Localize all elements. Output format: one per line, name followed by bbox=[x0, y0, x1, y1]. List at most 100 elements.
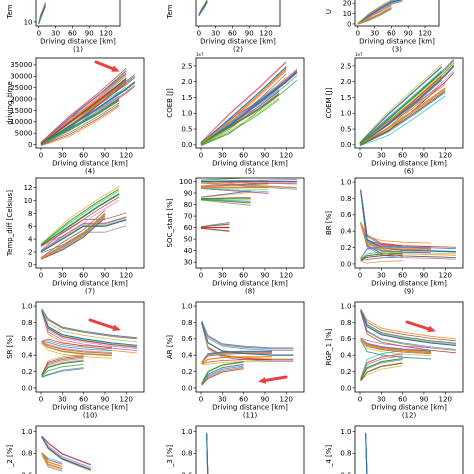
texture-line bbox=[200, 224, 230, 228]
y-tick-label: 30 bbox=[184, 259, 193, 267]
y-tick-label: 0.4 bbox=[21, 352, 33, 360]
x-tick-label: 0 bbox=[199, 272, 203, 280]
texture-line bbox=[360, 355, 403, 380]
annotation-arrowhead bbox=[112, 324, 121, 332]
texture-line bbox=[40, 106, 120, 147]
y-tick-label: 2.5 bbox=[340, 62, 351, 70]
axis-multiplier: 1e7 bbox=[196, 52, 204, 57]
x-tick-label: 0 bbox=[199, 152, 203, 160]
plot-area bbox=[40, 186, 127, 260]
panel-14: 1.0 0.8 0.6 _3 [%] bbox=[166, 425, 305, 474]
texture-line bbox=[41, 341, 113, 351]
x-tick-label: 90 bbox=[260, 272, 269, 280]
x-tick-label: 90 bbox=[245, 30, 254, 38]
y-tick-label: 10000 bbox=[10, 118, 32, 126]
annotation-arrowhead bbox=[427, 325, 436, 333]
series-line bbox=[206, 433, 209, 474]
panel-caption: (8) bbox=[245, 288, 255, 296]
x-tick-label: 0 bbox=[358, 396, 362, 404]
panel-caption: (11) bbox=[243, 412, 258, 420]
plot-area bbox=[38, 2, 47, 25]
x-tick-label: 60 bbox=[398, 152, 407, 160]
x-tick-label: 90 bbox=[419, 272, 428, 280]
texture-line bbox=[360, 350, 403, 379]
y-tick-label: 0.5 bbox=[340, 125, 351, 133]
panel-caption: (10) bbox=[83, 412, 98, 420]
texture-line bbox=[200, 199, 251, 206]
series-line bbox=[359, 71, 443, 145]
y-tick-label: 1.0 bbox=[181, 110, 192, 118]
plot-area bbox=[200, 178, 297, 232]
series-line bbox=[198, 0, 208, 16]
panel-caption: (4) bbox=[85, 168, 95, 176]
x-tick-label: 60 bbox=[239, 272, 248, 280]
x-tick-label: 30 bbox=[370, 30, 379, 38]
annotation-arrowhead bbox=[111, 65, 120, 72]
x-tick-label: 30 bbox=[211, 30, 220, 38]
x-tick-label: 60 bbox=[68, 30, 77, 38]
axes-frame bbox=[195, 57, 305, 149]
texture-line bbox=[40, 79, 127, 145]
texture-line bbox=[40, 86, 127, 146]
y-tick-label: 70 bbox=[184, 212, 193, 220]
x-tick-label: 0 bbox=[39, 152, 43, 160]
x-tick-label: 120 bbox=[259, 30, 272, 38]
y-tick-label: 2.0 bbox=[181, 78, 192, 86]
x-tick-label: 90 bbox=[100, 272, 109, 280]
plot-area bbox=[359, 58, 455, 147]
plot-area bbox=[41, 308, 137, 378]
texture-line bbox=[200, 85, 280, 143]
x-axis-label: Driving distance [km] bbox=[52, 280, 128, 288]
x-tick-label: 30 bbox=[218, 396, 227, 404]
axes-frame bbox=[195, 0, 281, 27]
texture-line bbox=[201, 361, 272, 365]
y-tick-label: 90 bbox=[184, 189, 193, 197]
texture-line bbox=[200, 62, 287, 143]
series-line bbox=[357, 0, 402, 25]
y-tick-label: 1.0 bbox=[340, 428, 351, 436]
plot-area bbox=[198, 0, 208, 17]
y-axis-label: Tem bbox=[6, 4, 14, 19]
plot-area bbox=[206, 432, 209, 474]
axes-frame bbox=[354, 57, 464, 149]
axes-frame bbox=[195, 425, 305, 474]
texture-line bbox=[40, 72, 127, 143]
y-axis-label: AR [%] bbox=[166, 335, 174, 359]
axes-frame bbox=[35, 425, 145, 474]
y-tick-label: 20000 bbox=[10, 95, 32, 103]
y-tick-label: 2.5 bbox=[181, 62, 192, 70]
y-tick-label: 0 bbox=[28, 261, 32, 269]
texture-line bbox=[200, 182, 297, 190]
x-tick-label: 120 bbox=[120, 152, 133, 160]
texture-line bbox=[360, 339, 432, 357]
texture-line bbox=[359, 79, 442, 146]
x-tick-label: 90 bbox=[419, 396, 428, 404]
texture-line bbox=[200, 190, 251, 198]
texture-line bbox=[41, 310, 137, 350]
axes-frame bbox=[195, 301, 305, 393]
y-tick-label: 0 bbox=[28, 141, 32, 149]
x-axis-label: Driving distance [km] bbox=[40, 38, 116, 46]
y-tick-label: 0.8 bbox=[340, 319, 351, 327]
y-tick-label: 0.4 bbox=[181, 352, 193, 360]
texture-line bbox=[40, 199, 120, 248]
texture-line bbox=[41, 309, 137, 343]
x-tick-label: 30 bbox=[51, 30, 60, 38]
series-line bbox=[41, 342, 113, 356]
texture-line bbox=[360, 260, 403, 264]
y-tick-label: 1.0 bbox=[21, 428, 32, 436]
x-axis-label: Driving distance [km] bbox=[200, 38, 276, 46]
y-axis-label: _3 [%] bbox=[166, 445, 174, 469]
series-line bbox=[41, 436, 91, 471]
texture-line bbox=[200, 222, 230, 227]
x-tick-label: 0 bbox=[199, 396, 203, 404]
y-tick-label: 100 bbox=[179, 178, 192, 186]
y-tick-label: 0.6 bbox=[340, 471, 352, 474]
texture-line bbox=[360, 221, 432, 244]
y-tick-label: 4 bbox=[28, 235, 33, 243]
y-tick-label: 0.8 bbox=[340, 195, 351, 203]
x-tick-label: 90 bbox=[100, 152, 109, 160]
x-axis-label: Driving distance [km] bbox=[371, 160, 447, 168]
y-tick-label: 10 bbox=[343, 10, 352, 18]
x-tick-label: 0 bbox=[37, 30, 41, 38]
